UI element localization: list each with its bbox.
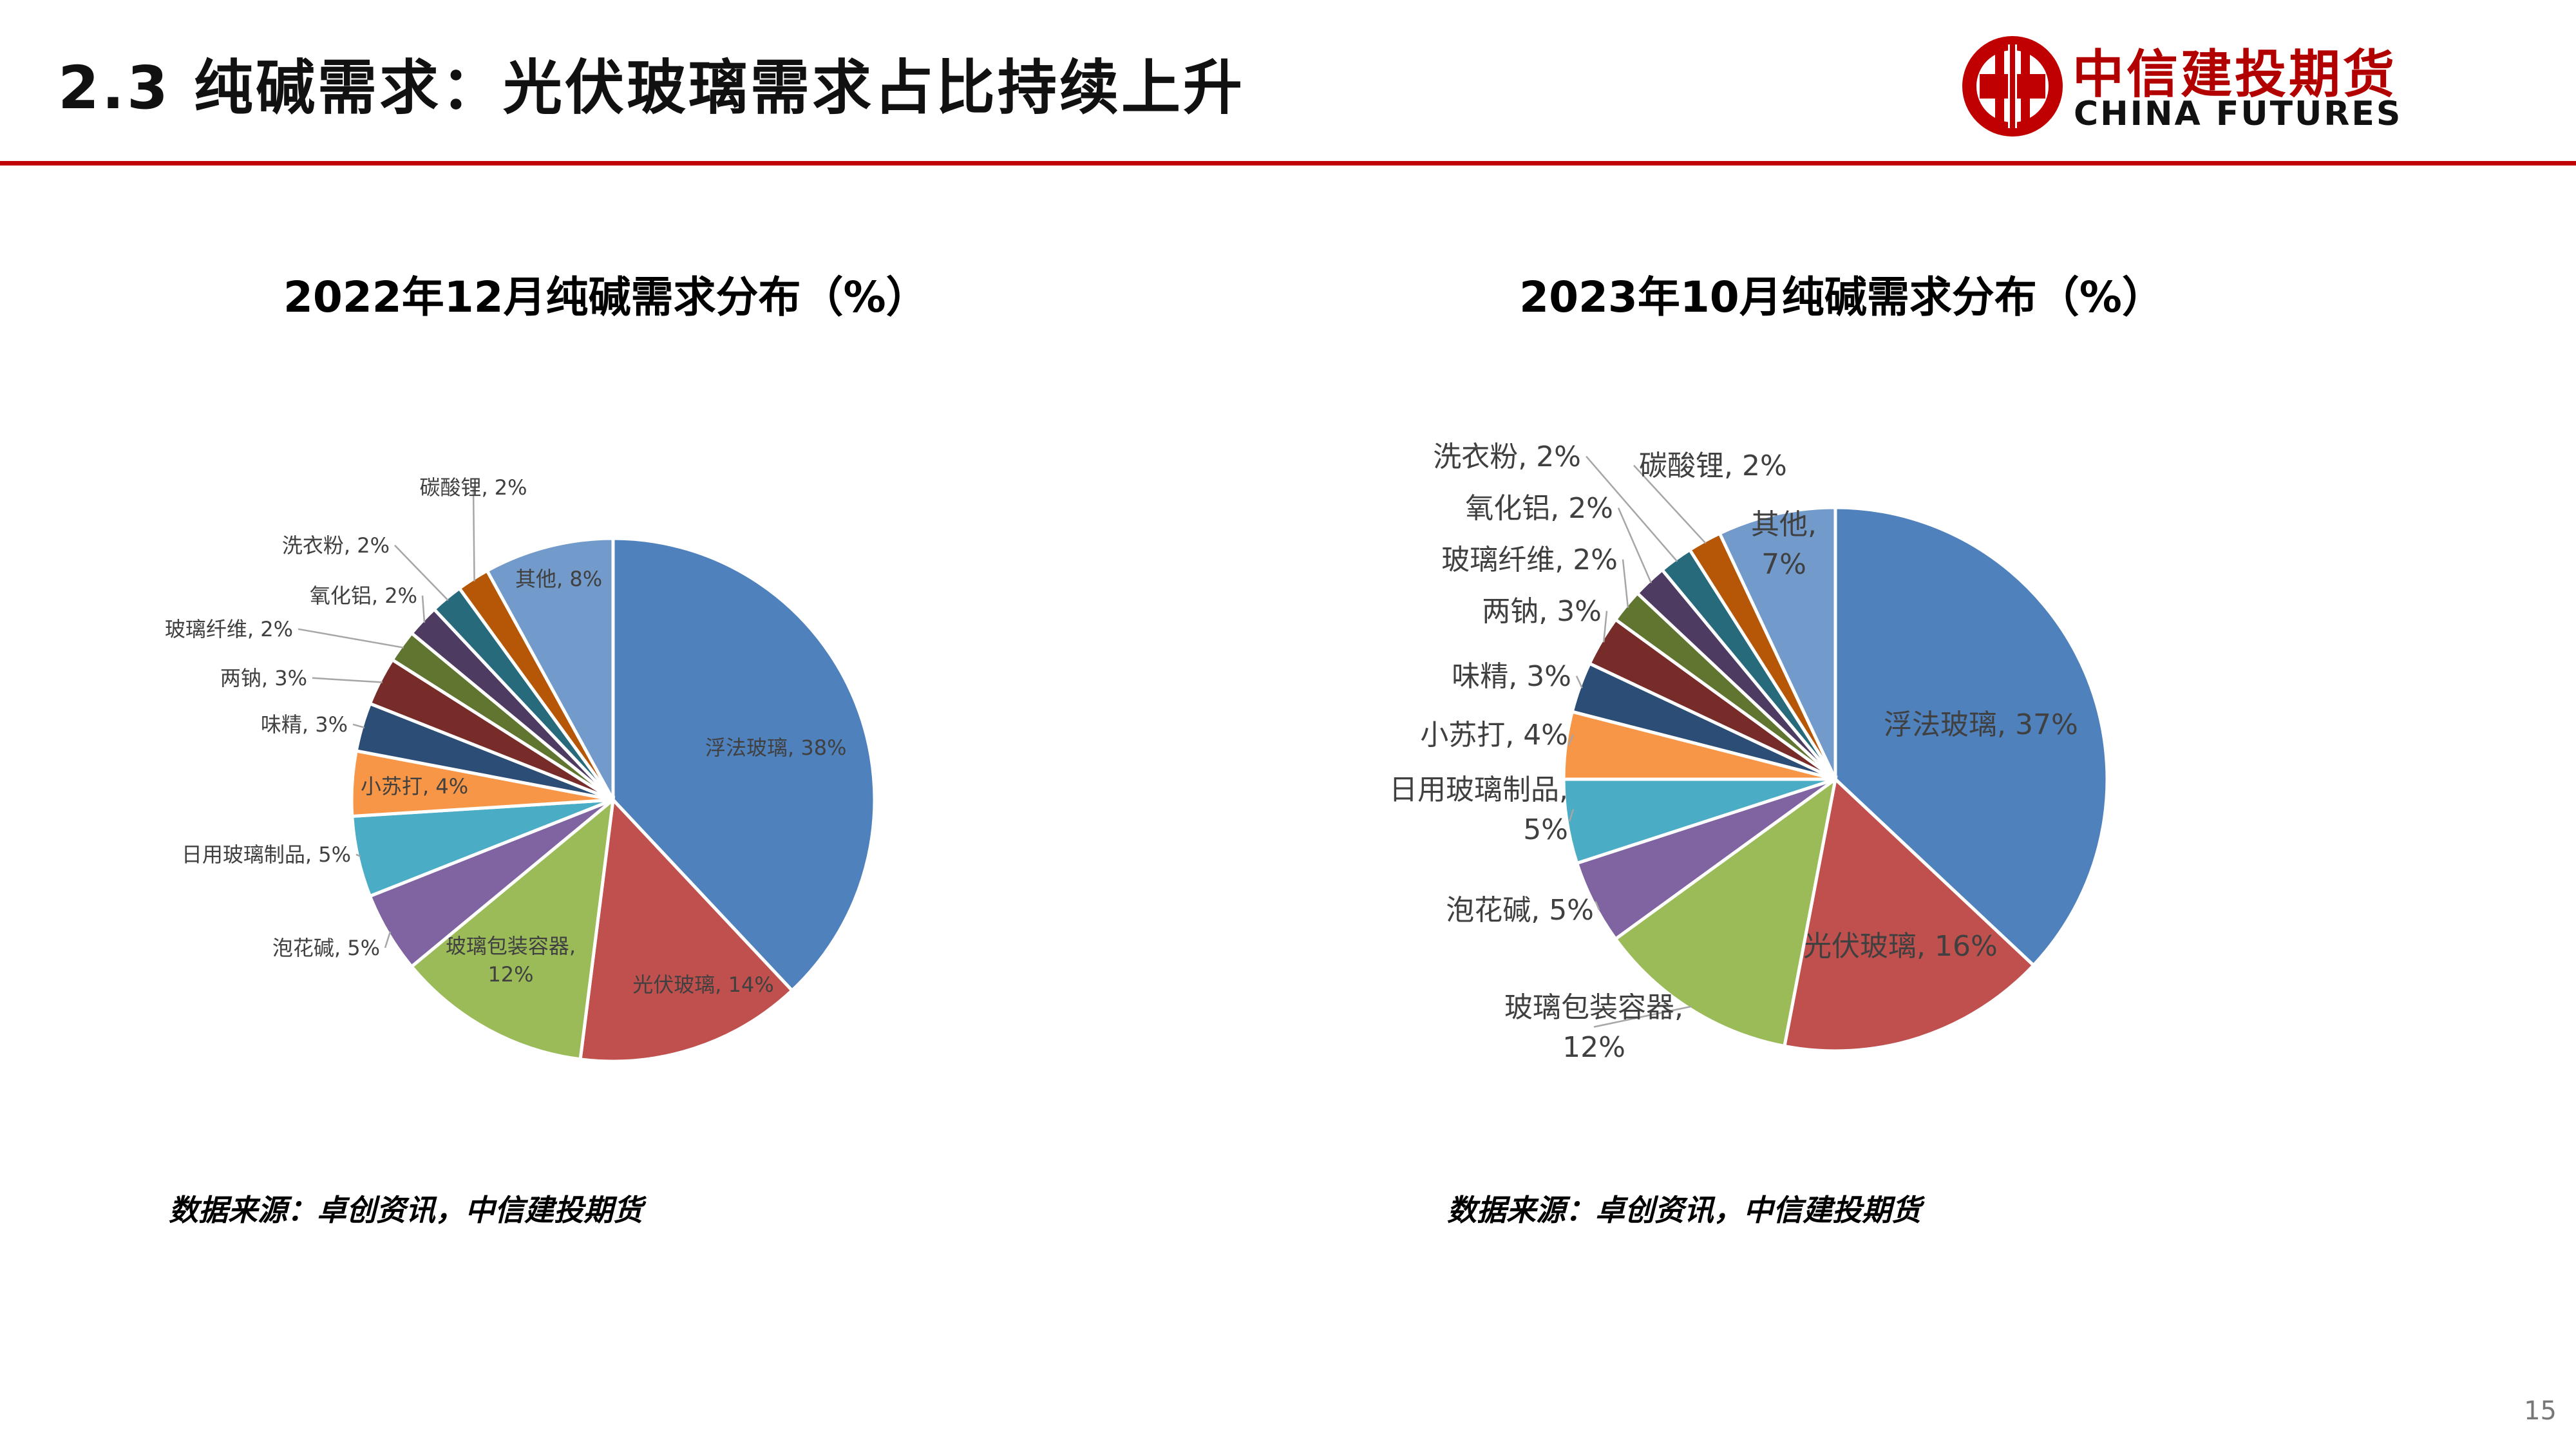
slice-label-2-10: 氧化铝, 2% xyxy=(1465,492,1613,525)
leader-line-1-8 xyxy=(312,677,383,683)
leader-line-2-4 xyxy=(1595,901,1600,911)
slice-label-1-2: 光伏玻璃, 14% xyxy=(632,972,773,997)
leader-line-1-4 xyxy=(384,931,392,949)
source-note-2023: 数据来源：卓创资讯，中信建投期货 xyxy=(1447,1193,1921,1227)
leader-line-2-7 xyxy=(1575,676,1583,688)
slice-label-2-1: 浮法玻璃, 37% xyxy=(1884,708,2078,741)
slice-label-1-3: 玻璃包装容器, 12% xyxy=(446,934,576,987)
slice-label-2-7: 味精, 3% xyxy=(1452,660,1571,693)
pie-slice-1-3 xyxy=(409,796,616,1061)
pie-slice-2-1 xyxy=(1833,506,2109,968)
slice-label-1-5: 日用玻璃制品, 5% xyxy=(182,842,351,867)
leader-line-2-3 xyxy=(1593,1005,1692,1028)
page-title: 2.3 纯碱需求：光伏玻璃需求占比持续上升 xyxy=(58,53,1245,122)
slice-label-1-9: 玻璃纤维, 2% xyxy=(165,617,293,641)
page-number: 15 xyxy=(2524,1396,2557,1426)
pie-slice-2-2 xyxy=(1782,776,2036,1053)
leader-line-1-12 xyxy=(472,487,475,582)
slice-label-2-12: 碳酸锂, 2% xyxy=(1639,450,1787,482)
pie-slice-1-2 xyxy=(578,796,795,1063)
leader-line-2-8 xyxy=(1602,611,1608,643)
slice-label-2-4: 泡花碱, 5% xyxy=(1446,894,1594,927)
leader-line-2-6 xyxy=(1567,734,1575,746)
slice-label-2-9: 玻璃纤维, 2% xyxy=(1441,544,1618,576)
citic-logo-icon xyxy=(1962,36,2063,137)
logo-text-en: CHINA FUTURES xyxy=(2074,95,2403,133)
leader-line-1-7 xyxy=(352,723,365,729)
leader-line-1-11 xyxy=(394,544,449,601)
slice-label-1-6: 小苏打, 4% xyxy=(361,774,468,799)
pie-slice-2-3 xyxy=(1613,775,1838,1048)
slice-label-2-8: 两钠, 3% xyxy=(1482,595,1602,628)
slice-label-2-6: 小苏打, 4% xyxy=(1420,719,1568,752)
leader-line-1-5 xyxy=(355,853,361,857)
leader-line-1-9 xyxy=(298,628,404,649)
chart-title-2023: 2023年10月纯碱需求分布（%） xyxy=(1519,272,2164,322)
slice-label-1-4: 泡花碱, 5% xyxy=(272,936,380,960)
source-note-2022: 数据来源：卓创资讯，中信建投期货 xyxy=(169,1193,643,1227)
slice-label-1-13: 其他, 8% xyxy=(515,567,602,591)
leader-line-2-10 xyxy=(1617,507,1653,583)
slice-label-2-3: 玻璃包装容器, 12% xyxy=(1504,991,1683,1064)
chart-title-2022: 2022年12月纯碱需求分布（%） xyxy=(283,272,929,322)
leader-line-2-9 xyxy=(1622,559,1629,608)
slice-label-1-1: 浮法玻璃, 38% xyxy=(705,735,846,760)
slice-label-1-12: 碳酸锂, 2% xyxy=(419,475,527,500)
pie-slice-1-13 xyxy=(485,536,615,801)
leader-line-2-12 xyxy=(1633,464,1707,544)
slice-label-2-5: 日用玻璃制品, 5% xyxy=(1389,773,1568,846)
pie-slice-1-1 xyxy=(611,536,876,993)
leader-line-2-5 xyxy=(1568,809,1575,822)
leader-line-2-11 xyxy=(1586,455,1678,562)
leader-line-1-10 xyxy=(421,595,426,623)
company-logo: 中信建投期货 CHINA FUTURES xyxy=(1958,29,2409,145)
slice-label-1-8: 两钠, 3% xyxy=(220,666,307,690)
header-divider xyxy=(0,161,2576,166)
slice-label-2-2: 光伏玻璃, 16% xyxy=(1803,930,1998,963)
logo-text-cn: 中信建投期货 xyxy=(2072,44,2397,104)
slice-label-1-7: 味精, 3% xyxy=(261,712,348,737)
slice-label-2-11: 洗衣粉, 2% xyxy=(1433,440,1581,473)
slice-label-1-10: 氧化铝, 2% xyxy=(310,583,417,608)
pie-slice-2-13 xyxy=(1717,506,1837,781)
slice-label-1-11: 洗衣粉, 2% xyxy=(282,533,390,558)
slice-label-2-13: 其他, 7% xyxy=(1751,508,1817,581)
